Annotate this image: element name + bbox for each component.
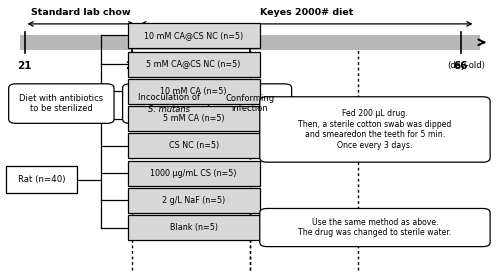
FancyBboxPatch shape	[128, 23, 260, 48]
Text: CS NC (n=5): CS NC (n=5)	[168, 141, 219, 150]
Text: Rat (n=40): Rat (n=40)	[18, 175, 66, 184]
Text: Incoculation of: Incoculation of	[138, 93, 200, 102]
Text: Standard lab chow: Standard lab chow	[31, 8, 131, 17]
Text: 24: 24	[125, 61, 140, 71]
Text: Use the same method as above.
The drug was changed to sterile water.: Use the same method as above. The drug w…	[298, 218, 452, 237]
Text: 1000 μg/mL CS (n=5): 1000 μg/mL CS (n=5)	[150, 168, 237, 178]
Text: Fed 200 μL drug.
Then, a sterile cotton swab was dipped
and smearedon the teeth : Fed 200 μL drug. Then, a sterile cotton …	[298, 109, 452, 150]
Text: S. mutans: S. mutans	[148, 105, 190, 114]
FancyBboxPatch shape	[122, 84, 216, 123]
FancyBboxPatch shape	[128, 160, 260, 186]
FancyBboxPatch shape	[128, 188, 260, 213]
Text: 66: 66	[454, 61, 468, 71]
Text: 10 mM CA (n=5): 10 mM CA (n=5)	[160, 87, 227, 96]
FancyBboxPatch shape	[128, 106, 260, 131]
Text: Diet with antibiotics
to be sterilized: Diet with antibiotics to be sterilized	[20, 94, 103, 113]
Text: Keyes 2000# diet: Keyes 2000# diet	[260, 8, 353, 17]
FancyBboxPatch shape	[260, 208, 490, 247]
Text: 29: 29	[243, 61, 257, 71]
Text: 5 mM CA (n=5): 5 mM CA (n=5)	[163, 114, 224, 123]
FancyBboxPatch shape	[208, 84, 292, 123]
FancyBboxPatch shape	[128, 133, 260, 158]
Text: Conforming
infection: Conforming infection	[226, 94, 274, 113]
FancyBboxPatch shape	[20, 35, 480, 50]
Text: 21: 21	[18, 61, 32, 71]
Text: 5 mM CA@CS NC (n=5): 5 mM CA@CS NC (n=5)	[146, 59, 241, 69]
Text: 10 mM CA@CS NC (n=5): 10 mM CA@CS NC (n=5)	[144, 31, 244, 40]
FancyBboxPatch shape	[128, 79, 260, 104]
Text: 2 g/L NaF (n=5): 2 g/L NaF (n=5)	[162, 196, 226, 205]
FancyBboxPatch shape	[8, 84, 114, 123]
Text: (day-old): (day-old)	[448, 61, 485, 70]
FancyBboxPatch shape	[260, 97, 490, 162]
FancyBboxPatch shape	[6, 166, 78, 193]
Text: Blank (n=5): Blank (n=5)	[170, 223, 218, 232]
FancyBboxPatch shape	[128, 215, 260, 240]
FancyBboxPatch shape	[128, 51, 260, 77]
